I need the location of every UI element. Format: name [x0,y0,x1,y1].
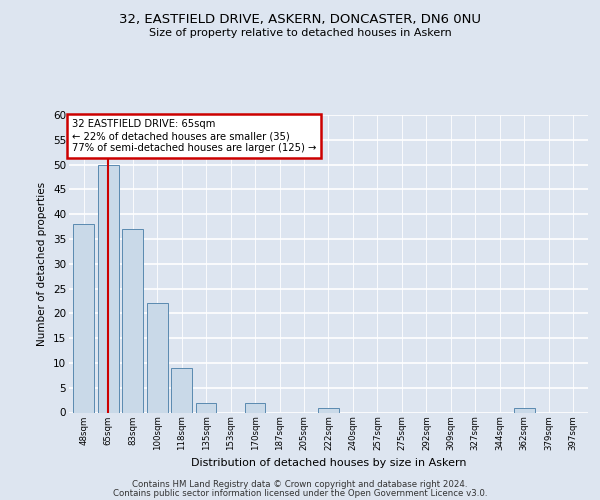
Text: 32 EASTFIELD DRIVE: 65sqm
← 22% of detached houses are smaller (35)
77% of semi-: 32 EASTFIELD DRIVE: 65sqm ← 22% of detac… [71,120,316,152]
Bar [196,402,217,412]
Bar [245,402,265,412]
Bar [73,224,94,412]
Bar [147,304,167,412]
Text: Contains public sector information licensed under the Open Government Licence v3: Contains public sector information licen… [113,490,487,498]
Text: 32, EASTFIELD DRIVE, ASKERN, DONCASTER, DN6 0NU: 32, EASTFIELD DRIVE, ASKERN, DONCASTER, … [119,12,481,26]
Text: Size of property relative to detached houses in Askern: Size of property relative to detached ho… [149,28,451,38]
Bar [171,368,192,412]
Bar [318,408,339,412]
Bar [122,229,143,412]
Bar [514,408,535,412]
X-axis label: Distribution of detached houses by size in Askern: Distribution of detached houses by size … [191,458,466,468]
Y-axis label: Number of detached properties: Number of detached properties [37,182,47,346]
Bar [98,164,119,412]
Text: Contains HM Land Registry data © Crown copyright and database right 2024.: Contains HM Land Registry data © Crown c… [132,480,468,489]
